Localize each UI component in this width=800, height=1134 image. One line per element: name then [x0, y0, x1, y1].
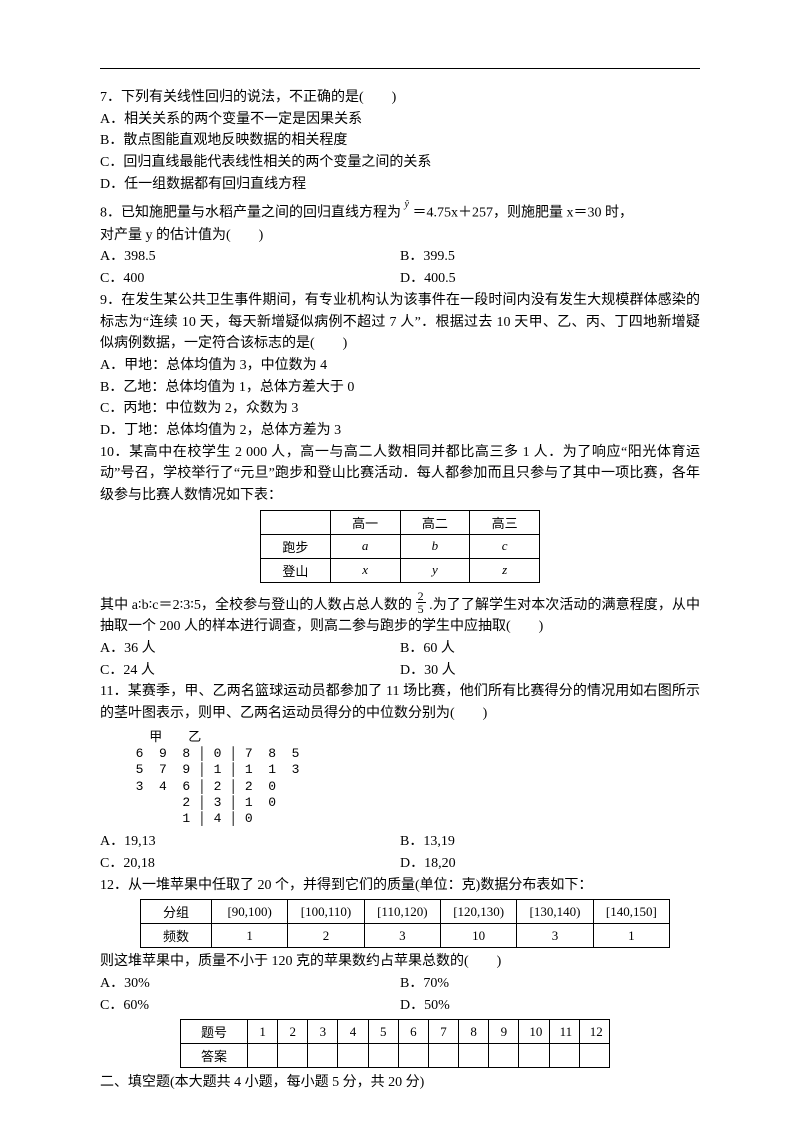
q10-options-row2: C．24 人 D．30 人 — [100, 660, 700, 682]
q10-opt-a: A．36 人 — [100, 638, 400, 660]
th3: 高三 — [470, 510, 540, 534]
q8-opt-b: B．399.5 — [400, 246, 700, 268]
q12-opt-d: D．50% — [400, 995, 700, 1017]
q11-stem-leaf: 甲 乙 6 9 8 │ 0 │ 7 8 5 5 7 9 │ 1 │ 1 1 3 … — [120, 729, 700, 828]
section2-title: 二、填空题(本大题共 4 小题，每小题 5 分，共 20 分) — [100, 1072, 700, 1094]
q8-options-row2: C．400 D．400.5 — [100, 268, 700, 290]
q8-opt-a: A．398.5 — [100, 246, 400, 268]
q8-s1: 8．已知施肥量与水稻产量之间的回归直线方程为 — [100, 206, 401, 221]
table-row: 跑步 a b c — [261, 534, 540, 558]
q11-options-row2: C．20,18 D．18,20 — [100, 853, 700, 875]
q9-opt-d: D．丁地：总体均值为 2，总体方差为 3 — [100, 420, 700, 442]
q10-table: 高一 高二 高三 跑步 a b c 登山 x y z — [260, 510, 540, 583]
q10-opt-c: C．24 人 — [100, 660, 400, 682]
q8-opt-d: D．400.5 — [400, 268, 700, 290]
q9-opt-b: B．乙地：总体均值为 1，总体方差大于 0 — [100, 377, 700, 399]
q12-options-row2: C．60% D．50% — [100, 995, 700, 1017]
q11-opt-b: B．13,19 — [400, 831, 700, 853]
q8-stem: 8．已知施肥量与水稻产量之间的回归直线方程为 ŷ ＝4.75x＋257，则施肥量… — [100, 201, 700, 224]
q11-opt-a: A．19,13 — [100, 831, 400, 853]
q7-opt-c: C．回归直线最能代表线性相关的两个变量之间的关系 — [100, 152, 700, 174]
q12-stem: 12．从一堆苹果中任取了 20 个，并得到它们的质量(单位：克)数据分布表如下： — [100, 875, 700, 897]
table-row: 题号 1 2 3 4 5 6 7 8 9 10 11 12 — [181, 1020, 610, 1044]
q7-opt-a: A．相关关系的两个变量不一定是因果关系 — [100, 109, 700, 131]
q7-opt-b: B．散点图能直观地反映数据的相关程度 — [100, 130, 700, 152]
q10-post: 其中 a∶b∶c＝2∶3∶5，全校参与登山的人数占总人数的 2 5 .为了了解学… — [100, 586, 700, 638]
top-rule — [100, 68, 700, 69]
q10-options-row1: A．36 人 B．60 人 — [100, 638, 700, 660]
th1: 高一 — [330, 510, 400, 534]
q8-s3: 对产量 y 的估计值为( ) — [100, 225, 700, 247]
q10-stem: 10．某高中在校学生 2 000 人，高一与高二人数相同并都比高三多 1 人．为… — [100, 442, 700, 507]
q9-opt-a: A．甲地：总体均值为 3，中位数为 4 — [100, 355, 700, 377]
q9-stem: 9．在发生某公共卫生事件期间，有专业机构认为该事件在一段时间内没有发生大规模群体… — [100, 290, 700, 355]
q11-options-row1: A．19,13 B．13,19 — [100, 831, 700, 853]
q8-options-row1: A．398.5 B．399.5 — [100, 246, 700, 268]
q12-post: 则这堆苹果中，质量不小于 120 克的苹果数约占苹果总数的( ) — [100, 951, 700, 973]
answer-table: 题号 1 2 3 4 5 6 7 8 9 10 11 12 答案 — [180, 1019, 610, 1068]
q11-opt-c: C．20,18 — [100, 853, 400, 875]
q8-opt-c: C．400 — [100, 268, 400, 290]
q12-options-row1: A．30% B．70% — [100, 973, 700, 995]
fraction-icon: 2 5 — [416, 590, 426, 615]
q10-p1: 其中 a∶b∶c＝2∶3∶5，全校参与登山的人数占总人数的 — [100, 598, 412, 613]
q10-opt-b: B．60 人 — [400, 638, 700, 660]
q12-opt-c: C．60% — [100, 995, 400, 1017]
table-row: 频数 1 2 3 10 3 1 — [141, 924, 670, 948]
q9-opt-c: C．丙地：中位数为 2，众数为 3 — [100, 398, 700, 420]
q8-s2: ＝4.75x＋257，则施肥量 x＝30 时， — [412, 206, 633, 221]
q8-yhat: ŷ — [405, 199, 409, 210]
th2: 高二 — [400, 510, 470, 534]
q11-opt-d: D．18,20 — [400, 853, 700, 875]
q11-stem: 11．某赛季，甲、乙两名篮球运动员都参加了 11 场比赛，他们所有比赛得分的情况… — [100, 681, 700, 724]
q7-opt-d: D．任一组数据都有回归直线方程 — [100, 174, 700, 196]
q12-opt-a: A．30% — [100, 973, 400, 995]
table-row: 分组 [90,100) [100,110) [110,120) [120,130… — [141, 900, 670, 924]
q10-opt-d: D．30 人 — [400, 660, 700, 682]
q12-opt-b: B．70% — [400, 973, 700, 995]
table-row: 答案 — [181, 1044, 610, 1068]
table-row: 高一 高二 高三 — [261, 510, 540, 534]
q12-table: 分组 [90,100) [100,110) [110,120) [120,130… — [140, 899, 670, 948]
q7-stem: 7．下列有关线性回归的说法，不正确的是( ) — [100, 87, 700, 109]
table-row: 登山 x y z — [261, 558, 540, 582]
th0 — [261, 510, 331, 534]
